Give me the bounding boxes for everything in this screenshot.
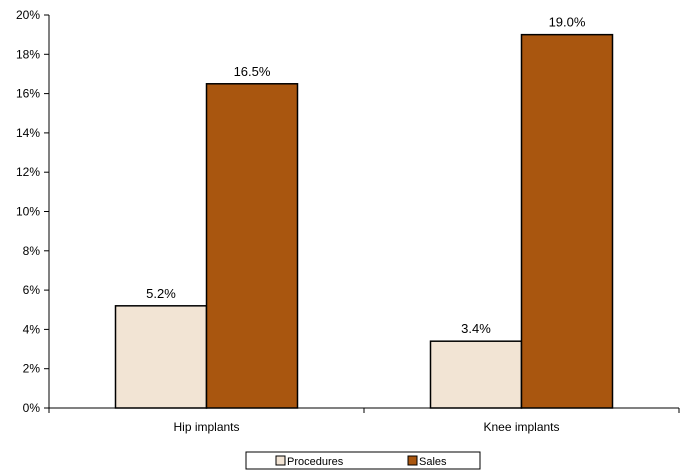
legend-swatch-procedures	[275, 455, 286, 466]
y-axis: 0% 2% 4% 6% 8% 10% 12% 14% 16% 18% 20%	[16, 8, 50, 415]
data-label: 3.4%	[461, 321, 491, 336]
bars	[114, 33, 614, 409]
y-tick-label: 16%	[16, 87, 40, 101]
x-axis: Hip implants Knee implants	[48, 407, 680, 434]
y-tick-label: 0%	[23, 401, 41, 415]
bar-sales-1	[520, 33, 614, 409]
y-tick-label: 6%	[23, 283, 41, 297]
x-tick-label: Knee implants	[483, 420, 559, 434]
data-label: 16.5%	[234, 64, 271, 79]
legend-label: Procedures	[287, 456, 344, 468]
y-tick-label: 8%	[23, 244, 41, 258]
bar-procedures-0	[114, 305, 208, 409]
y-tick-label: 4%	[23, 322, 41, 336]
y-tick-label: 14%	[16, 126, 40, 140]
bar-procedures-1	[429, 340, 523, 409]
y-tick-label: 12%	[16, 165, 40, 179]
legend: Procedures Sales	[245, 451, 481, 470]
legend-label: Sales	[419, 456, 447, 468]
data-label: 5.2%	[146, 286, 176, 301]
y-tick-label: 18%	[16, 47, 40, 61]
data-labels: 5.2% 16.5% 3.4% 19.0%	[146, 15, 586, 337]
legend-swatch-sales	[407, 455, 418, 466]
bar-sales-0	[205, 83, 299, 409]
y-tick-label: 2%	[23, 362, 41, 376]
data-label: 19.0%	[549, 15, 586, 30]
y-tick-label: 10%	[16, 205, 40, 219]
x-tick-label: Hip implants	[173, 420, 239, 434]
legend-box	[245, 451, 481, 470]
y-tick-label: 20%	[16, 8, 40, 22]
